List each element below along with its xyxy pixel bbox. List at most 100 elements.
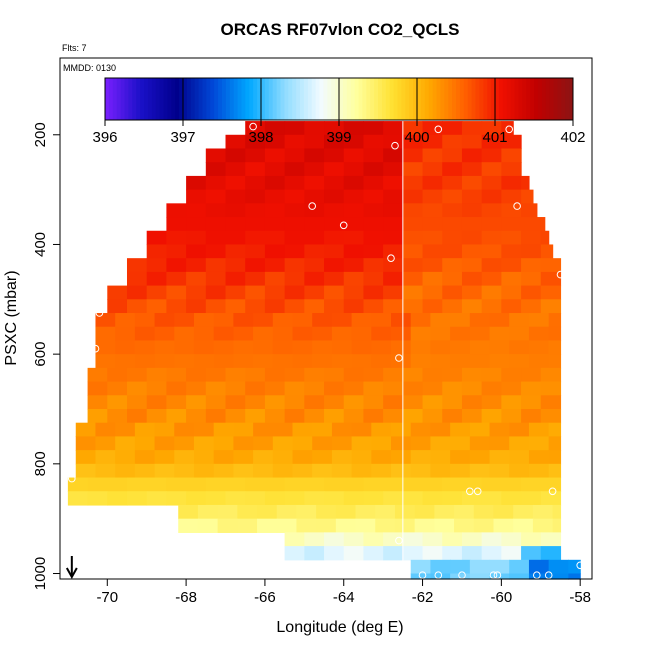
- heatmap-cell: [363, 162, 384, 177]
- heatmap-cell: [481, 134, 502, 150]
- heatmap-cell: [193, 463, 215, 479]
- heatmap-cell: [422, 381, 443, 396]
- heatmap-cell: [481, 546, 502, 561]
- heatmap-cell: [296, 504, 317, 520]
- heatmap-cell: [154, 326, 175, 342]
- heatmap-cell: [351, 450, 372, 465]
- heatmap-cell: [469, 450, 491, 465]
- heatmap-cell: [225, 203, 246, 218]
- heatmap-cell: [383, 546, 404, 561]
- heatmap-cell: [521, 244, 542, 259]
- heatmap-cell: [324, 299, 345, 314]
- heatmap-cell: [284, 546, 305, 561]
- heatmap-cell: [331, 436, 353, 451]
- heatmap-cell: [402, 175, 424, 191]
- heatmap-cell: [284, 121, 305, 136]
- heatmap-cell: [343, 367, 365, 383]
- heatmap-cell: [430, 422, 451, 438]
- heatmap-cell: [304, 175, 325, 191]
- heatmap-cell: [450, 450, 471, 465]
- colorbar-swatch: [385, 78, 391, 120]
- heatmap-cell: [548, 436, 562, 451]
- heatmap-cell: [324, 532, 345, 547]
- sample-point: [91, 344, 100, 353]
- x-tick-label: -60: [491, 589, 513, 606]
- heatmap-cell: [284, 477, 305, 492]
- heatmap-cell: [126, 367, 148, 383]
- heatmap-cell: [410, 463, 432, 479]
- heatmap-cell: [237, 518, 258, 533]
- heatmap-cell: [264, 367, 286, 383]
- heatmap-cell: [568, 573, 581, 580]
- colorbar-swatch: [463, 78, 469, 120]
- heatmap-cell: [264, 381, 286, 396]
- heatmap-cell: [75, 463, 97, 479]
- heatmap-cell: [442, 148, 463, 163]
- heatmap-cell: [245, 299, 266, 314]
- colorbar-swatch: [116, 78, 122, 120]
- heatmap-cell: [284, 408, 305, 424]
- heatmap-cell: [422, 395, 443, 410]
- heatmap-cell: [521, 175, 530, 191]
- heatmap-cell: [166, 491, 187, 506]
- colorbar-swatch: [280, 78, 285, 120]
- heatmap-cell: [186, 258, 207, 273]
- heatmap-cell: [193, 436, 215, 451]
- colorbar-swatch: [327, 78, 332, 120]
- heatmap-cell: [383, 230, 404, 246]
- colorbar-swatch: [339, 78, 344, 120]
- colorbar-swatch: [495, 78, 500, 120]
- heatmap-cell: [316, 518, 337, 533]
- heatmap-cell: [450, 463, 471, 479]
- heatmap-cell: [154, 450, 175, 465]
- heatmap-cell: [253, 463, 274, 479]
- colorbar-swatch: [444, 78, 449, 120]
- colorbar-swatch: [362, 78, 367, 120]
- heatmap-cell: [501, 230, 522, 246]
- colorbar-swatch: [253, 78, 258, 120]
- colorbar-swatch: [331, 78, 336, 120]
- heatmap-cell: [107, 491, 128, 506]
- heatmap-cell: [87, 367, 108, 383]
- heatmap-cell: [521, 408, 542, 424]
- heatmap-cell: [430, 340, 451, 355]
- y-tick-label: 1000: [32, 557, 49, 590]
- heatmap-cell: [264, 189, 286, 204]
- heatmap-cell: [450, 422, 471, 438]
- heatmap-cell: [186, 217, 207, 232]
- colorbar-swatch: [120, 78, 125, 120]
- y-axis: 200 400 600 800 1000: [32, 122, 61, 590]
- heatmap-cell: [383, 258, 404, 273]
- heatmap-cell: [363, 148, 384, 163]
- heatmap-cell: [126, 299, 148, 314]
- heatmap-cell: [225, 491, 246, 506]
- heatmap-cell: [422, 244, 443, 259]
- heatmap-cell: [245, 477, 266, 492]
- heatmap-cell: [410, 340, 432, 355]
- heatmap-cell: [292, 326, 313, 342]
- colorbar-swatch: [128, 78, 133, 120]
- colorbar-swatch: [557, 78, 562, 120]
- heatmap-cell: [205, 395, 227, 410]
- heatmap-cell: [154, 354, 175, 369]
- heatmap-cell: [422, 230, 443, 246]
- sample-point: [556, 270, 565, 279]
- heatmap-cell: [75, 450, 97, 465]
- heatmap-cell: [371, 340, 392, 355]
- heatmap-cell: [166, 381, 187, 396]
- heatmap-cell: [324, 189, 345, 204]
- colorbar-swatch: [424, 78, 430, 120]
- heatmap-cell: [331, 450, 353, 465]
- heatmap-cell: [351, 313, 372, 328]
- heatmap-cell: [489, 313, 510, 328]
- heatmap-cell: [233, 354, 254, 369]
- heatmap-cell: [272, 354, 294, 369]
- heatmap-cell: [166, 367, 187, 383]
- heatmap-cell: [245, 395, 266, 410]
- heatmap-cell: [233, 313, 254, 328]
- heatmap-cell: [363, 367, 384, 383]
- heatmap-cell: [225, 189, 246, 204]
- heatmap-cell: [442, 408, 463, 424]
- heatmap-cell: [391, 422, 412, 438]
